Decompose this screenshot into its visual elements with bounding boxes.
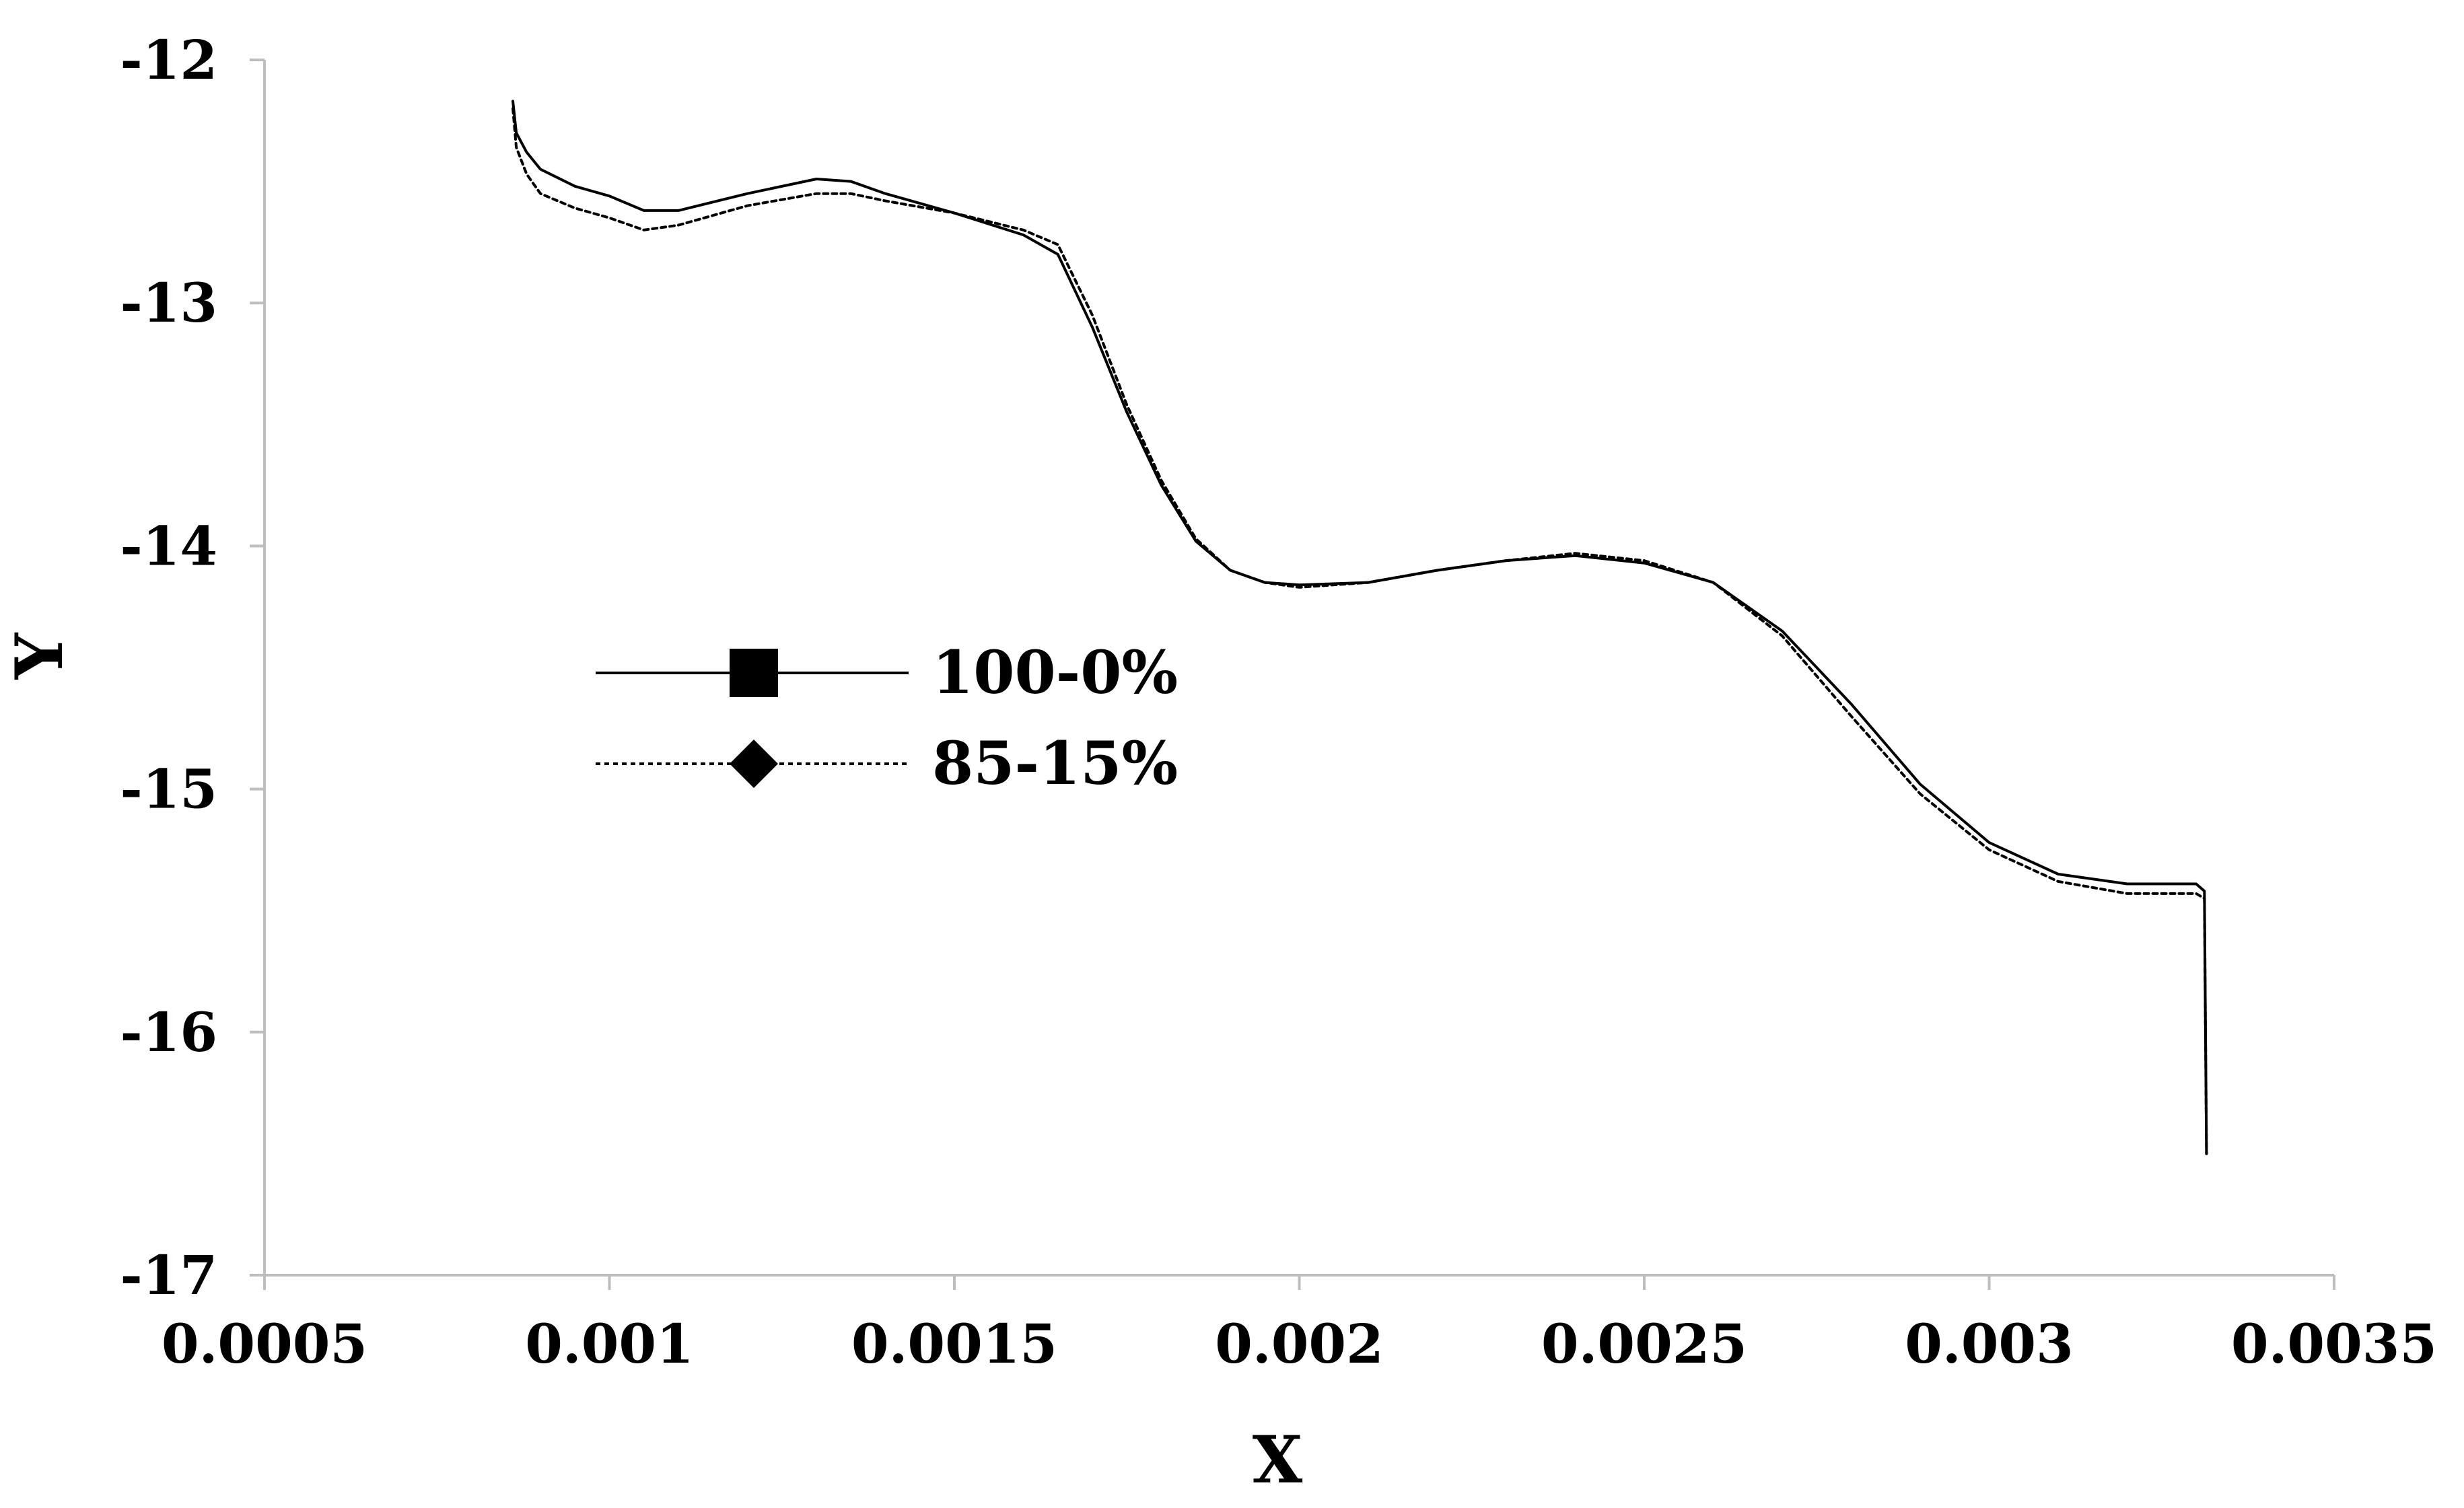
series-layer	[512, 100, 2208, 1155]
x-tick-label: 0.0005	[162, 1312, 367, 1375]
legend-square-marker	[730, 649, 778, 697]
x-tick-label: 0.003	[1905, 1312, 2074, 1375]
x-tick-label: 0.0035	[2231, 1312, 2437, 1375]
y-tick-label: -16	[120, 1001, 217, 1064]
series-line-2	[512, 107, 2208, 1155]
x-tick-label: 0.002	[1215, 1312, 1384, 1375]
x-tick-label: 0.0015	[851, 1312, 1057, 1375]
x-tick-label: 0.001	[525, 1312, 694, 1375]
series-line-1	[512, 100, 2208, 1155]
legend: 100-0% 85-15%	[596, 637, 1178, 798]
axes: -12 -13 -14 -15 -16 -170.0005 0.001 0.0015 0.002…	[120, 28, 2437, 1375]
y-tick-label: -15	[120, 758, 217, 821]
y-axis-title: Y	[1, 632, 77, 680]
x-axis-title: X	[1253, 1422, 1303, 1498]
y-tick-label: -12	[120, 28, 217, 92]
legend-label-1: 100-0%	[932, 637, 1178, 707]
y-tick-label: -13	[120, 271, 217, 334]
legend-label-2: 85-15%	[932, 728, 1178, 798]
y-tick-label: -14	[120, 514, 217, 577]
x-tick-label: 0.0025	[1541, 1312, 1747, 1375]
legend-diamond-marker	[730, 740, 778, 788]
y-tick-label: -17	[120, 1244, 217, 1307]
